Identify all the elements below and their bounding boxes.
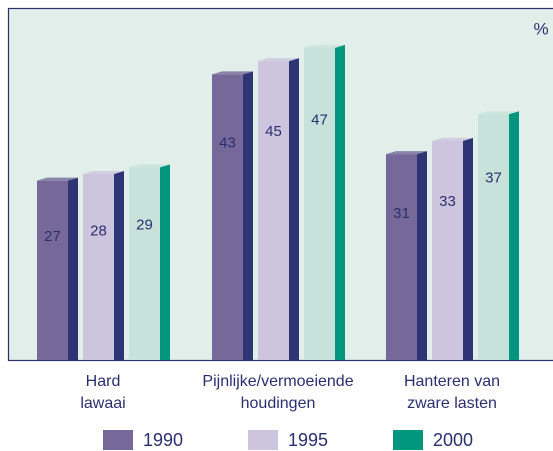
legend-label: 2000 (433, 430, 473, 450)
bar-face (212, 74, 243, 360)
bar-top (432, 137, 473, 141)
legend-label: 1990 (143, 430, 183, 450)
bar-face (83, 174, 114, 360)
bar-face (37, 180, 68, 360)
bar-top (212, 71, 253, 75)
bar-top (37, 177, 78, 181)
value-label: 31 (393, 205, 410, 222)
bar (478, 111, 519, 360)
bar-face (304, 47, 335, 360)
bar-side (114, 171, 124, 360)
legend-swatch (103, 430, 133, 450)
value-label: 43 (219, 135, 236, 152)
x-tick-label: Pijnlijke/vermoeiende (202, 373, 353, 390)
bar (129, 164, 170, 360)
bar-face (258, 61, 289, 360)
legend-swatch (393, 430, 423, 450)
bar-top (478, 111, 519, 115)
bar-face (386, 154, 417, 360)
bar (432, 137, 473, 360)
x-tick-label: Hard (86, 373, 121, 390)
value-label: 47 (311, 111, 328, 128)
bar-side (289, 58, 299, 360)
bar-face (478, 114, 509, 360)
bar-face (432, 140, 463, 360)
value-label: 33 (439, 193, 456, 210)
value-label: 29 (136, 216, 153, 233)
bar-top (83, 171, 124, 175)
legend-swatch (248, 430, 278, 450)
bar-side (463, 137, 473, 360)
bar-face (129, 167, 160, 360)
x-tick-label: houdingen (241, 395, 316, 412)
bar-side (509, 111, 519, 360)
x-tick-label: zware lasten (407, 395, 497, 412)
bar-side (243, 71, 253, 360)
bar-side (160, 164, 170, 360)
bar-top (258, 58, 299, 62)
bar-side (417, 151, 427, 360)
legend-label: 1995 (288, 430, 328, 450)
bar-top (386, 151, 427, 155)
bar (386, 151, 427, 360)
bar (304, 44, 345, 360)
bar-top (129, 164, 170, 168)
value-label: 27 (44, 228, 61, 245)
bar-side (68, 177, 78, 360)
bar (83, 171, 124, 360)
bar-side (335, 44, 345, 360)
bar-top (304, 44, 345, 48)
bar (258, 58, 299, 360)
x-tick-label: Hanteren van (404, 373, 500, 390)
unit-label: % (533, 19, 548, 38)
value-label: 37 (485, 170, 502, 187)
bar (37, 177, 78, 360)
x-tick-label: lawaai (80, 395, 125, 412)
value-label: 28 (90, 222, 107, 239)
value-label: 45 (265, 123, 282, 140)
bar (212, 71, 253, 360)
